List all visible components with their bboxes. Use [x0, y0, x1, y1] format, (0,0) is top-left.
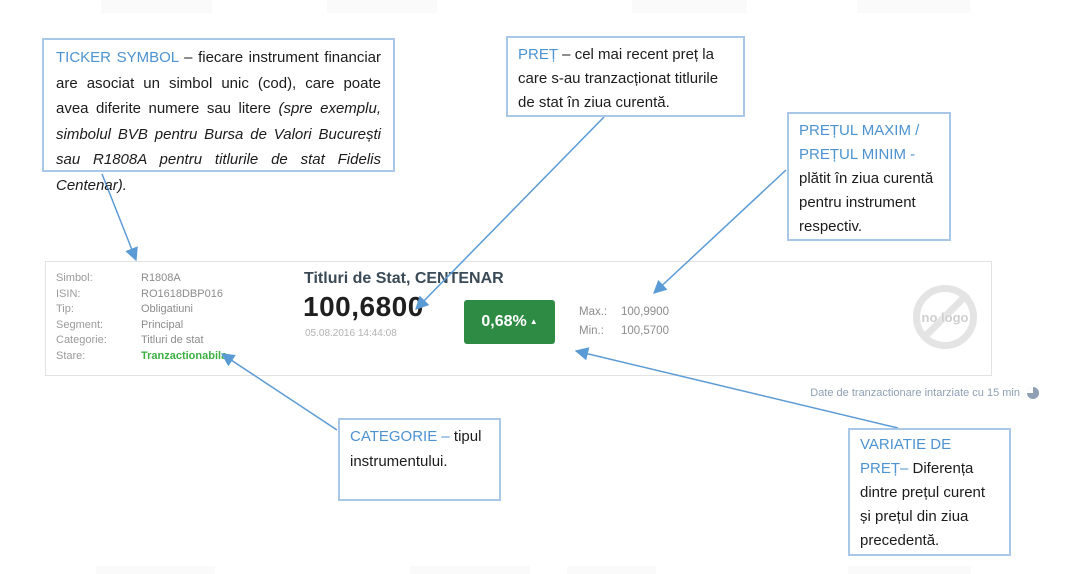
detail-label: Tip: [56, 303, 74, 315]
callout-body: Diferența dintre prețul curent și prețul… [860, 460, 986, 549]
cropped-tab-remnant [101, 0, 212, 13]
min-label: Min.: [579, 325, 604, 337]
detail-label: Categorie: [56, 334, 107, 346]
cropped-tab-remnant [327, 0, 437, 13]
detail-label: Segment: [56, 318, 104, 331]
callout-heading: VARIATIE DE PREȚ– [860, 436, 952, 477]
detail-row-categorie: Categorie: Titluri de stat [56, 333, 227, 349]
detail-value: Principal [141, 318, 184, 331]
detail-value: Obligatiuni [141, 303, 193, 315]
price-timestamp: 05.08.2016 14:44:08 [305, 328, 397, 339]
detail-value: R1808A [141, 272, 181, 284]
max-row: Max.: 100,9900 [579, 303, 669, 322]
no-logo-placeholder-icon: no logo [913, 285, 977, 349]
price-change-value: 0,68% [481, 313, 527, 330]
detail-label: Stare: [56, 349, 86, 362]
max-min-block: Max.: 100,9900 Min.: 100,5700 [579, 303, 669, 341]
status-badge: Tranzactionabila [141, 349, 228, 362]
cropped-tab-remnant [567, 566, 656, 574]
callout-body: plătit în ziua curentă pentru instrument… [799, 170, 934, 235]
up-arrow-icon: ▲ [529, 316, 538, 326]
cropped-tab-remnant [857, 0, 970, 13]
callout-heading: PREȚ [518, 46, 559, 63]
cropped-tab-remnant [410, 566, 530, 574]
delayed-data-text: Date de tranzactionare intarziate cu 15 … [810, 387, 1020, 399]
max-label: Max.: [579, 306, 608, 318]
min-row: Min.: 100,5700 [579, 322, 669, 341]
detail-value: Titluri de stat [141, 334, 204, 346]
cropped-tab-remnant [848, 566, 971, 574]
max-value: 100,9900 [621, 306, 669, 318]
cropped-tab-remnant [96, 566, 215, 574]
callout-body: – cel mai recent preț la care s-au tranz… [518, 46, 719, 111]
callout-pret: PREȚ – cel mai recent preț la care s-au … [506, 36, 745, 117]
delayed-data-note: Date de tranzactionare intarziate cu 15 … [810, 386, 1040, 400]
detail-row-tip: Tip: Obligatiuni [56, 302, 227, 318]
min-value: 100,5700 [621, 325, 669, 337]
callout-body: – fiecare instrument financiar are asoci… [56, 49, 381, 117]
callout-heading: PREȚUL MAXIM / PREȚUL MINIM - [799, 122, 920, 163]
callout-pret-maxim-minim: PREȚUL MAXIM / PREȚUL MINIM - plătit în … [787, 112, 951, 241]
detail-label: Simbol: [56, 272, 93, 284]
instrument-panel: Simbol: R1808A ISIN: RO1618DBP016 Tip: Obli… [45, 261, 992, 376]
detail-row-simbol: Simbol: R1808A [56, 271, 227, 287]
instrument-title: Titluri de Stat, CENTENAR [304, 270, 504, 287]
price-change-badge[interactable]: 0,68% ▲ [464, 300, 555, 344]
callout-body: tipul instrumentului. [350, 428, 482, 470]
callout-example: (spre exemplu, simbolul BVB pentru Bursa… [56, 100, 381, 194]
last-price: 100,6800 [303, 291, 424, 322]
no-logo-label: no logo [921, 310, 969, 325]
detail-value: RO1618DBP016 [141, 287, 223, 300]
callout-variatie-de-pret: VARIATIE DE PREȚ– Diferența dintre prețu… [848, 428, 1011, 556]
callout-categorie: CATEGORIE – tipul instrumentului. [338, 418, 501, 501]
delayed-clock-icon [1027, 387, 1039, 399]
detail-row-isin: ISIN: RO1618DBP016 [56, 287, 227, 303]
callout-heading: CATEGORIE – [350, 428, 454, 445]
detail-row-stare: Stare: Tranzactionabila [56, 349, 227, 365]
callout-heading: TICKER SYMBOL [56, 49, 179, 66]
detail-label: ISIN: [56, 287, 81, 300]
instrument-details: Simbol: R1808A ISIN: RO1618DBP016 Tip: Obli… [56, 271, 227, 364]
cropped-tab-remnant [632, 0, 747, 13]
callout-ticker-symbol: TICKER SYMBOL – fiecare instrument finan… [42, 38, 395, 194]
detail-row-segment: Segment: Principal [56, 318, 227, 334]
